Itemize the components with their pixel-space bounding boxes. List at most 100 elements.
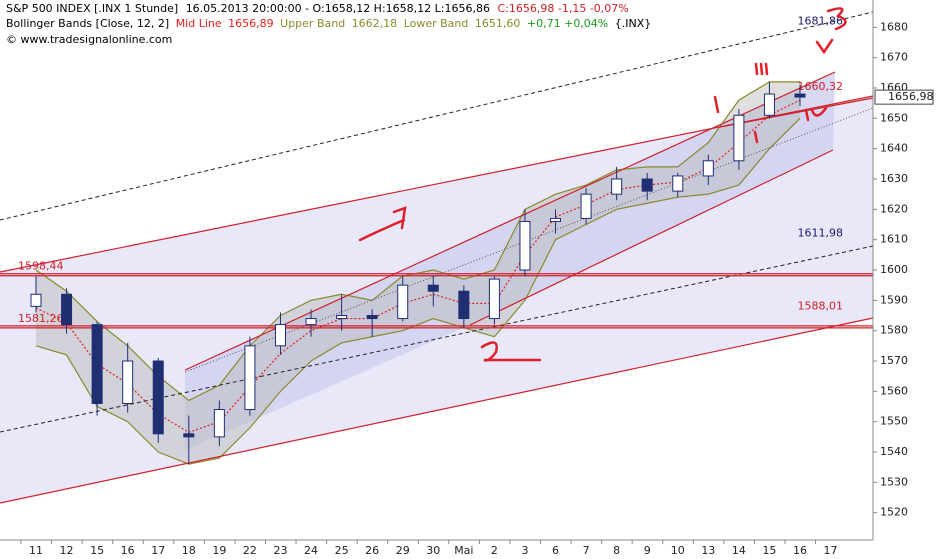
indicator-symbol: {.INX} (615, 17, 652, 30)
line-label: 1588,01 (798, 299, 844, 312)
candle-body (702, 160, 714, 177)
x-tick-label: 17 (151, 544, 165, 557)
x-tick-label: 7 (583, 544, 590, 557)
trend-line (0, 11, 874, 221)
x-tick-label: 15 (90, 544, 104, 557)
annotation (754, 62, 769, 76)
candle-body (244, 345, 256, 411)
annotation (804, 106, 828, 122)
y-tick-label: 1560 (880, 384, 908, 397)
y-tick-label: 1680 (880, 20, 908, 33)
x-tick-label: 30 (426, 544, 440, 557)
x-tick-label: 25 (335, 544, 349, 557)
candle-body (733, 114, 745, 162)
y-tick-label: 1530 (880, 475, 908, 488)
candle-body (641, 178, 653, 192)
candles (30, 81, 806, 465)
legend-value: 1651,60 (475, 17, 521, 30)
y-tick-label: 1670 (880, 51, 908, 64)
x-tick-label: 6 (552, 544, 559, 557)
candle-body (336, 315, 348, 320)
x-tick-label: 15 (762, 544, 776, 557)
line-label: 1611,98 (798, 227, 844, 240)
x-tick-label: 11 (29, 544, 43, 557)
legend-value: 1656,89 (228, 17, 274, 30)
indicator-change: +0,71 +0,04% (527, 17, 608, 30)
candle-body (672, 175, 684, 192)
last-price-label: 1656,98 (888, 90, 934, 103)
candle-body (30, 293, 42, 307)
candle-body (274, 324, 286, 347)
trend-line (719, 97, 874, 128)
y-tick-label: 1600 (880, 263, 908, 276)
level-label: 1581,26 (18, 312, 64, 325)
y-tick-label: 1590 (880, 293, 908, 306)
x-tick-label: 13 (701, 544, 715, 557)
candle-body (550, 217, 562, 222)
x-tick-label: 14 (732, 544, 746, 557)
x-tick-label: 24 (304, 544, 318, 557)
legend-name: Lower Band (404, 17, 469, 30)
y-tick-label: 1540 (880, 445, 908, 458)
candle-body (152, 360, 164, 435)
axes: 1520153015401550156015701580159016001610… (20, 20, 934, 557)
x-tick-label: 9 (644, 544, 651, 557)
annotation (815, 38, 834, 55)
candle-body (580, 193, 592, 219)
quote: 16.05.2013 20:00:00 - O:1658,12 H:1658,1… (186, 2, 490, 15)
trend-line (0, 317, 874, 504)
x-tick-label: 16 (793, 544, 807, 557)
x-tick-label: 19 (212, 544, 226, 557)
line-label: 1660,32 (798, 80, 844, 93)
candle-body (763, 93, 775, 116)
x-tick-label: 10 (671, 544, 685, 557)
copyright: © www.tradesignalonline.com (6, 33, 172, 46)
candle-body (61, 293, 73, 326)
x-tick-label: 16 (121, 544, 135, 557)
y-tick-label: 1580 (880, 324, 908, 337)
band-line (35, 117, 801, 465)
x-tick-label: 23 (273, 544, 287, 557)
legend-value: 1662,18 (352, 17, 398, 30)
candle-body (91, 324, 103, 404)
candle-body (458, 290, 470, 320)
candle-body (794, 93, 806, 98)
x-tick-label: 17 (824, 544, 838, 557)
candle-body (397, 284, 409, 320)
annotation (358, 206, 407, 242)
indicator-line: Bollinger Bands [Close, 12, 2] Mid Line … (6, 17, 651, 30)
y-tick-label: 1650 (880, 111, 908, 124)
annotation (826, 7, 847, 31)
legend-name: Upper Band (280, 17, 345, 30)
trend-line (0, 245, 874, 433)
x-tick-label: 18 (182, 544, 196, 557)
annotation (753, 130, 759, 144)
x-tick-label: 29 (396, 544, 410, 557)
candle-body (427, 284, 439, 292)
y-tick-label: 1620 (880, 202, 908, 215)
trend-line (184, 71, 836, 371)
title: S&P 500 INDEX [.INX 1 Stunde] (6, 2, 178, 15)
candle-body (183, 433, 195, 438)
y-tick-label: 1640 (880, 142, 908, 155)
annotation (480, 341, 542, 362)
legend-name: Mid Line (176, 17, 222, 30)
level-label: 1598,44 (18, 260, 64, 273)
quote-change: C:1656,98 -1,15 -0,07% (497, 2, 628, 15)
y-tick-label: 1520 (880, 506, 908, 519)
last-price-box (874, 89, 934, 105)
annotation (713, 95, 720, 114)
candle-body (213, 409, 225, 438)
line-label: 1681,86 (798, 15, 844, 28)
x-tick-label: 8 (613, 544, 620, 557)
x-tick-label: 12 (60, 544, 74, 557)
header-line: S&P 500 INDEX [.INX 1 Stunde] 16.05.2013… (6, 2, 629, 15)
y-tick-label: 1630 (880, 172, 908, 185)
candle-body (519, 220, 531, 271)
x-tick-label: 26 (365, 544, 379, 557)
x-tick-label: Mai (454, 544, 473, 557)
annotations (358, 7, 847, 362)
trend-line (469, 149, 834, 326)
y-tick-label: 1570 (880, 354, 908, 367)
